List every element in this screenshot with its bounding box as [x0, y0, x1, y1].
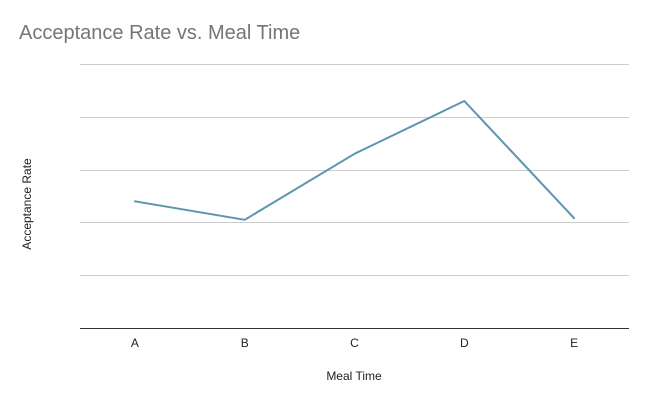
x-tick-label: B	[241, 336, 249, 350]
chart-title: Acceptance Rate vs. Meal Time	[19, 22, 300, 44]
series-line	[133, 100, 576, 221]
x-tick-label: A	[131, 336, 139, 350]
series-layer	[133, 100, 576, 221]
x-axis-label: Meal Time	[326, 369, 382, 383]
x-tick-label: D	[460, 336, 469, 350]
x-tick-label: C	[350, 336, 359, 350]
x-tick-label: E	[570, 336, 578, 350]
gridlines	[80, 64, 629, 329]
x-tick-labels: A B C D E	[131, 336, 578, 350]
y-axis-label: Acceptance Rate	[20, 158, 34, 250]
